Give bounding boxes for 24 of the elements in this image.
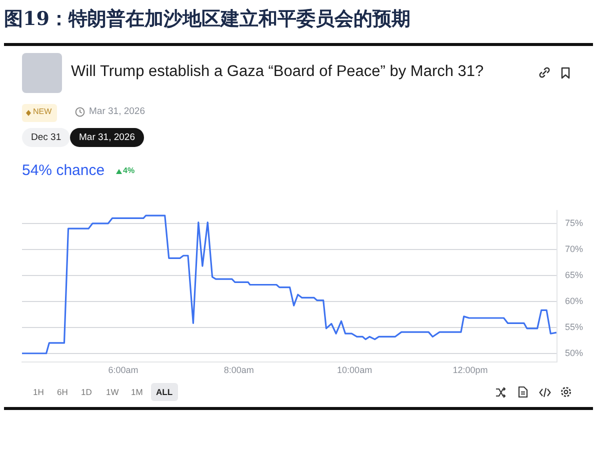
y-tick-label: 60% (564, 296, 583, 306)
y-tick-label: 50% (564, 348, 583, 358)
x-tick-label: 12:00pm (452, 365, 488, 376)
text: 1D (81, 386, 92, 399)
y-tick-label: 70% (564, 244, 583, 254)
text: 1H (33, 386, 44, 399)
text: 1W (106, 386, 119, 399)
text: ALL (151, 383, 178, 401)
y-tick-label: 75% (564, 218, 583, 228)
chart-title: 图19：特朗普在加沙地区建立和平委员会的预期 (4, 7, 410, 32)
text: Mar 31, 2026 (70, 128, 144, 147)
x-tick-label: 6:00am (108, 365, 138, 376)
y-tick-label: 55% (564, 322, 583, 332)
text: 6H (57, 386, 68, 399)
text: 4% (123, 166, 135, 175)
y-tick-label: 65% (564, 270, 583, 280)
chart-subtitle: Will Trump establish a Gaza “Board of Peace” by March 31? (71, 63, 484, 81)
text: Mar 31, 2026 (89, 106, 145, 117)
x-tick-label: 10:00am (337, 365, 372, 376)
x-tick-label: 8:00am (224, 365, 254, 376)
text: 54% chance (22, 162, 105, 179)
text: 1M (131, 386, 143, 399)
text: Dec 31 (22, 128, 70, 147)
text: NEW (33, 107, 52, 116)
